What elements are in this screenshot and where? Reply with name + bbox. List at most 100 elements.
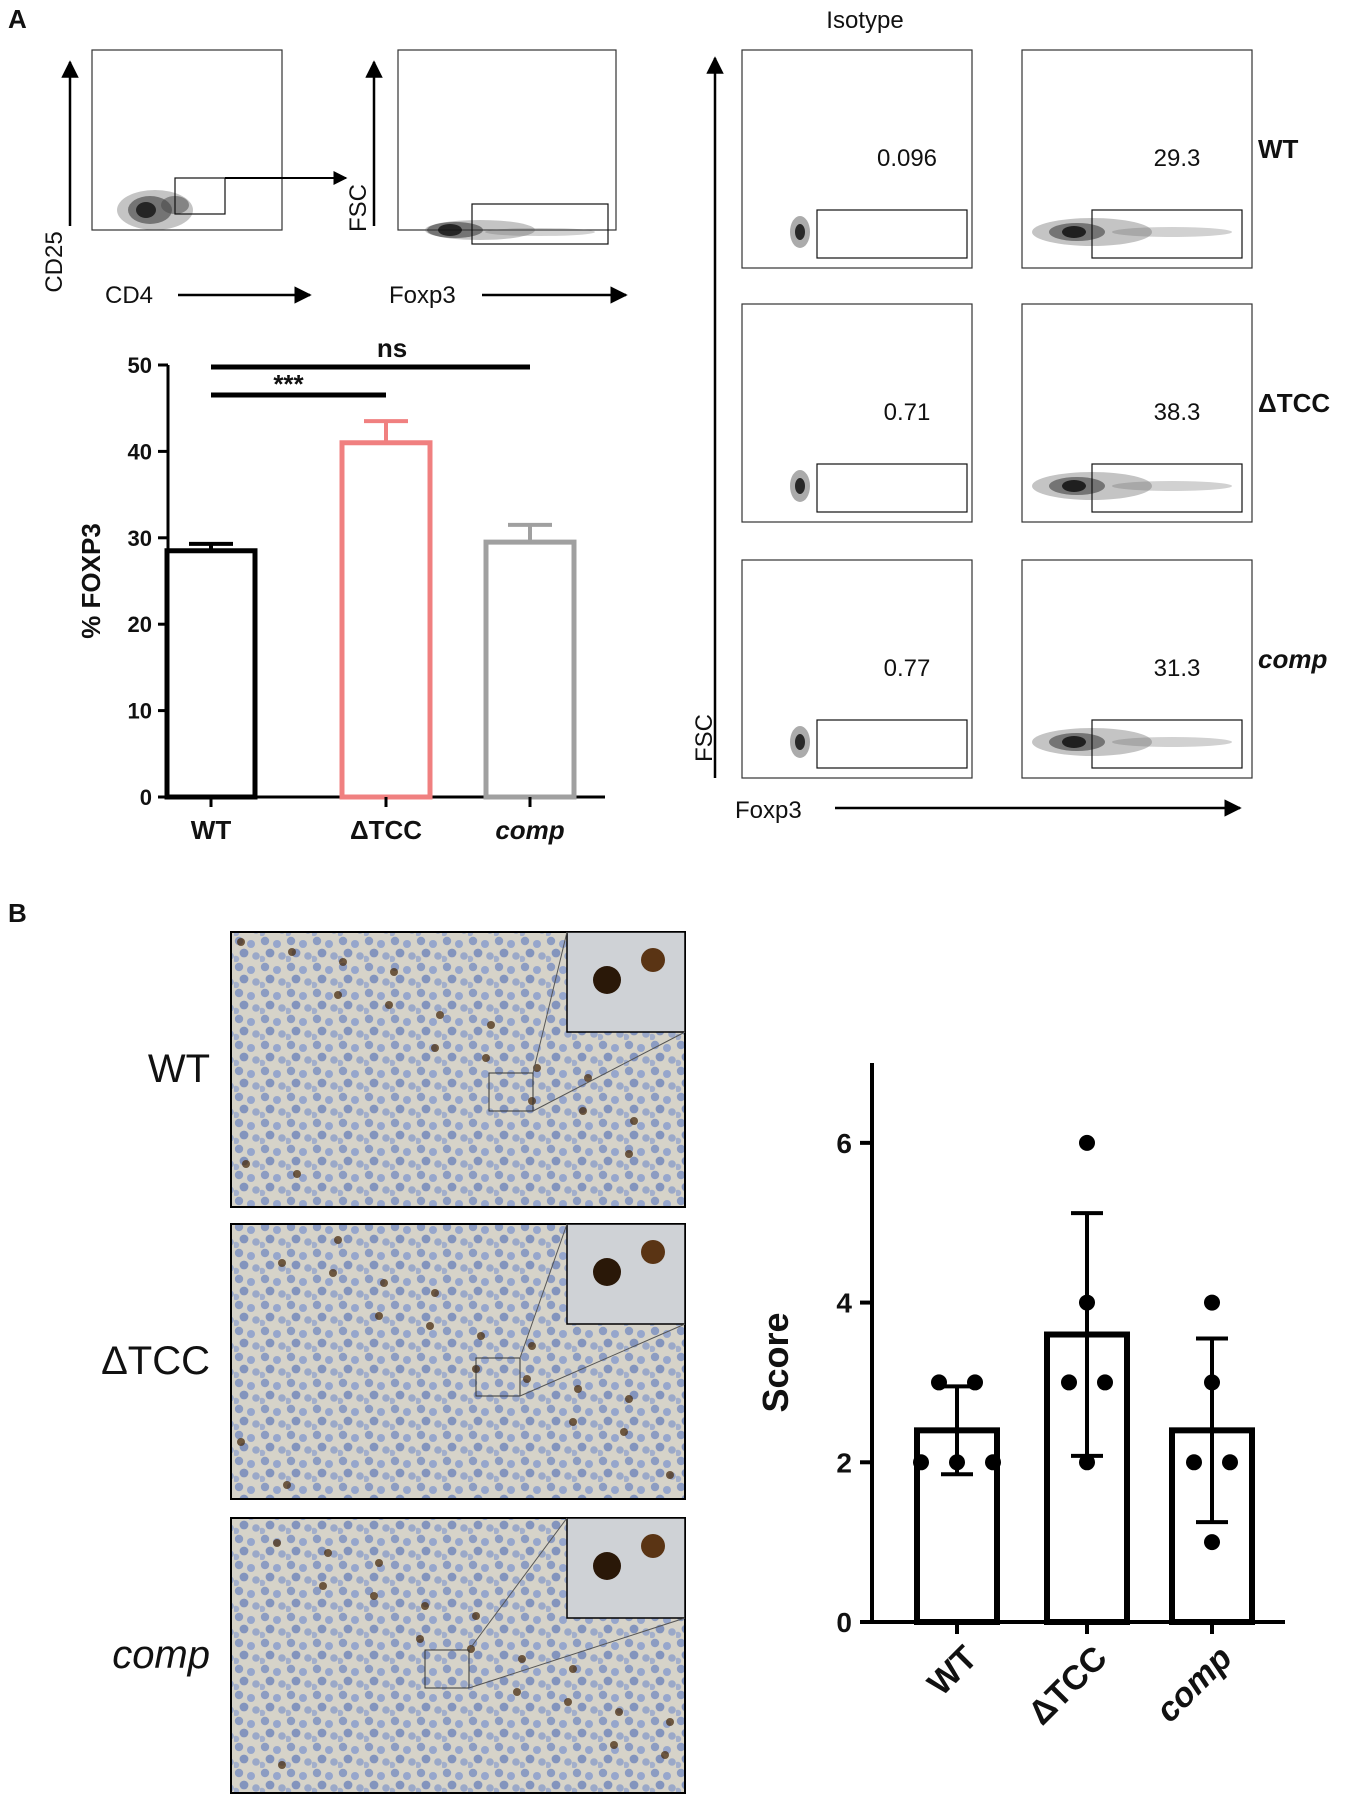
zoom-line [519, 1223, 568, 1359]
contour-core [795, 224, 805, 240]
y-axis-label: FSC [345, 184, 372, 232]
stained-nucleus [426, 1322, 434, 1330]
inset-nucleus [593, 1258, 621, 1286]
zoom-region [424, 1649, 470, 1689]
y-tick-label: 2 [836, 1447, 852, 1478]
zoom-line [519, 1323, 686, 1397]
stained-nucleus [528, 1342, 536, 1350]
stained-nucleus [569, 1418, 577, 1426]
data-point [1061, 1374, 1077, 1391]
zoom-region [488, 1072, 534, 1112]
data-point [1204, 1534, 1220, 1551]
stained-nucleus [416, 1635, 424, 1643]
data-point [1204, 1374, 1220, 1391]
data-point [985, 1454, 1001, 1471]
isotype-plot: 0.096 [741, 49, 973, 269]
gate-percentage: 0.71 [884, 399, 931, 426]
x-tick-label: WT [920, 1639, 984, 1703]
stained-nucleus [293, 1170, 301, 1178]
contour-core [1062, 226, 1086, 238]
foxp3-bar-chart: 0 10 20 30 40 50 % FOXP3 WT ΔTCC comp *** ns [76, 333, 605, 845]
data-point [1079, 1454, 1095, 1471]
zoom-region [475, 1357, 521, 1397]
stained-nucleus [579, 1107, 587, 1115]
stained-nucleus [375, 1559, 383, 1567]
stained-nucleus [385, 1001, 393, 1009]
stain-plot: 29.3 [1021, 49, 1253, 269]
gate-box [1091, 719, 1243, 769]
y-tick-label: 20 [128, 612, 152, 637]
grid-x-axis-label: Foxp3 [735, 797, 802, 824]
y-tick-label: 0 [836, 1607, 852, 1638]
histology-image [230, 1517, 686, 1794]
data-point [1186, 1454, 1202, 1471]
data-point [967, 1374, 983, 1391]
score-bar-chart: 0 2 4 6 Score WT ΔTCC comp [755, 1063, 1285, 1732]
y-axis-title: % FOXP3 [76, 523, 106, 639]
stained-nucleus [283, 1481, 291, 1489]
gate-box [471, 203, 609, 245]
stained-nucleus [467, 1645, 475, 1653]
stained-nucleus [666, 1471, 674, 1479]
stained-nucleus [334, 1236, 342, 1244]
significance-label: *** [273, 369, 304, 399]
stained-nucleus [390, 968, 398, 976]
data-point [1097, 1374, 1113, 1391]
bar-0 [164, 548, 258, 800]
data-point [913, 1454, 929, 1471]
stained-nucleus [625, 1395, 633, 1403]
stained-nucleus [370, 1592, 378, 1600]
contour-core [1062, 480, 1086, 492]
y-tick-label: 0 [140, 785, 152, 810]
contour-cloud [425, 220, 595, 240]
gate-box [816, 209, 968, 259]
significance-label: ns [377, 333, 407, 363]
stained-nucleus [375, 1312, 383, 1320]
zoom-line [532, 1031, 686, 1112]
inset-nucleus [593, 1552, 621, 1580]
plot-frame [1021, 559, 1253, 779]
stained-nucleus [564, 1698, 572, 1706]
stained-nucleus [319, 1582, 327, 1590]
y-axis-title: Score [755, 1312, 796, 1412]
zoom-line [468, 1517, 568, 1651]
contour-core [795, 734, 805, 750]
stained-nucleus [334, 991, 342, 999]
stained-nucleus [574, 1385, 582, 1393]
plot-frame [1021, 49, 1253, 269]
gate-percentage: 38.3 [1154, 399, 1201, 426]
stained-nucleus [523, 1375, 531, 1383]
bar-1 [339, 440, 433, 800]
isotype-plot: 0.77 [741, 559, 973, 779]
contour-cloud [117, 190, 193, 230]
histology-images: WT ΔTCC comp [101, 931, 686, 1794]
stained-nucleus [278, 1259, 286, 1267]
stained-nucleus [610, 1741, 618, 1749]
gate-percentage: 0.77 [884, 655, 931, 682]
stained-nucleus [431, 1289, 439, 1297]
stained-nucleus [513, 1688, 521, 1696]
stained-nucleus [421, 1602, 429, 1610]
y-tick-label: 30 [128, 526, 152, 551]
stained-nucleus [329, 1269, 337, 1277]
plot-frame [741, 49, 973, 269]
plot-frame [91, 49, 283, 231]
gate-box [816, 463, 968, 513]
y-tick-label: 40 [128, 439, 152, 464]
gating-plot-fsc-foxp3: FSC Foxp3 [345, 49, 628, 309]
stained-nucleus [615, 1708, 623, 1716]
plot-frame [741, 303, 973, 523]
data-point [1079, 1134, 1095, 1151]
row-label: WT [1258, 134, 1299, 164]
zoom-inset [566, 931, 686, 1033]
gate-percentage: 29.3 [1154, 145, 1201, 172]
histology-image [230, 931, 686, 1208]
stained-nucleus [380, 1279, 388, 1287]
y-tick-label: 4 [836, 1288, 852, 1319]
image-label: comp [112, 1633, 210, 1677]
x-tick-label: comp [495, 815, 564, 845]
zoom-line [532, 931, 568, 1074]
stained-nucleus [273, 1539, 281, 1547]
x-tick-label: ΔTCC [1021, 1639, 1115, 1733]
stained-nucleus [661, 1751, 669, 1759]
